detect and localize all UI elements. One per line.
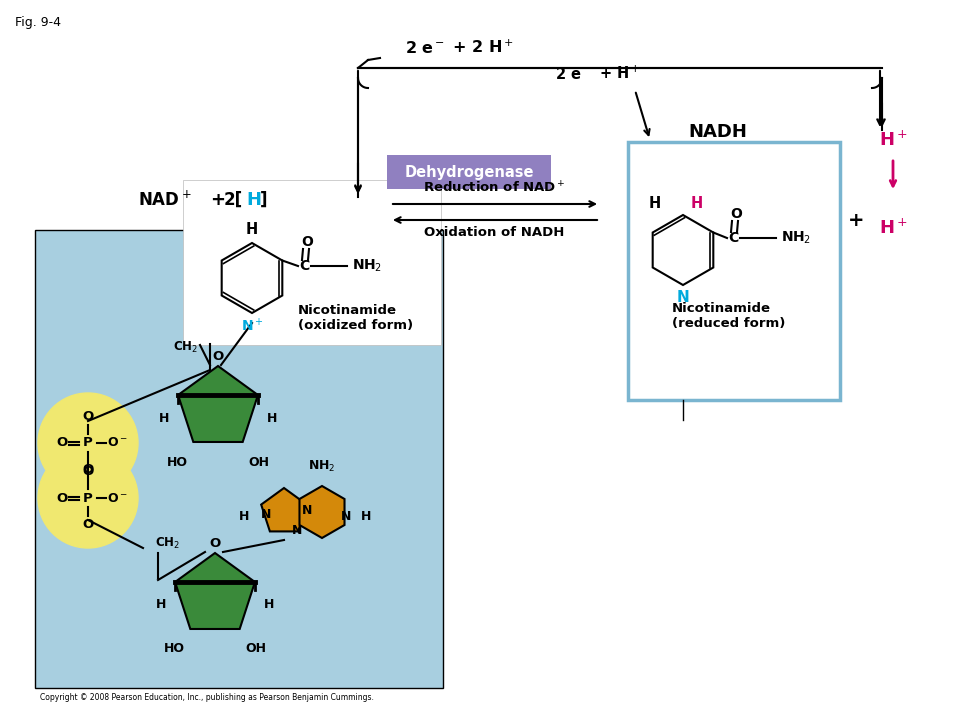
Text: Oxidation of NADH: Oxidation of NADH xyxy=(423,226,564,239)
Text: H: H xyxy=(361,510,372,523)
Text: O: O xyxy=(83,463,94,476)
Text: + 2 H$^+$: + 2 H$^+$ xyxy=(447,39,515,56)
Text: H: H xyxy=(649,196,661,211)
Text: O: O xyxy=(57,436,68,449)
FancyBboxPatch shape xyxy=(387,155,551,189)
Text: O: O xyxy=(301,235,313,249)
Text: HO: HO xyxy=(167,456,188,469)
Text: NH$_2$: NH$_2$ xyxy=(352,258,382,274)
Text: C: C xyxy=(728,231,738,245)
Text: O: O xyxy=(83,410,94,423)
Text: H: H xyxy=(158,412,169,425)
Text: N: N xyxy=(292,523,302,536)
Text: +: + xyxy=(210,191,226,209)
Text: 2 e$^-$: 2 e$^-$ xyxy=(405,40,445,56)
Text: Nicotinamide: Nicotinamide xyxy=(672,302,771,315)
Text: H: H xyxy=(246,191,261,209)
Text: N: N xyxy=(677,290,689,305)
Text: H: H xyxy=(264,598,275,611)
Text: H: H xyxy=(267,412,277,425)
Circle shape xyxy=(38,448,138,548)
Polygon shape xyxy=(300,486,345,538)
Text: CH$_2$: CH$_2$ xyxy=(173,340,198,355)
Text: HO: HO xyxy=(164,642,185,655)
Bar xyxy=(35,230,443,688)
Text: O: O xyxy=(209,537,221,550)
Text: + H$^+$: + H$^+$ xyxy=(594,65,640,82)
Text: Fig. 9-4: Fig. 9-4 xyxy=(15,16,61,29)
Bar xyxy=(628,142,840,400)
Text: NAD$^+$: NAD$^+$ xyxy=(138,190,192,210)
Text: O: O xyxy=(83,465,94,478)
Text: 2[: 2[ xyxy=(224,191,243,209)
Text: P: P xyxy=(84,436,93,449)
Text: NH$_2$: NH$_2$ xyxy=(781,230,811,246)
Text: OH: OH xyxy=(245,642,266,655)
Text: O: O xyxy=(730,207,742,221)
Text: (oxidized form): (oxidized form) xyxy=(298,320,413,333)
Text: H$^+$: H$^+$ xyxy=(878,130,907,150)
Text: OH: OH xyxy=(248,456,269,469)
Text: H: H xyxy=(239,510,250,523)
Text: H$^+$: H$^+$ xyxy=(878,218,907,238)
Text: Nicotinamide: Nicotinamide xyxy=(298,304,397,317)
Text: +: + xyxy=(848,210,864,230)
Text: NH$_2$: NH$_2$ xyxy=(308,459,336,474)
Polygon shape xyxy=(178,366,258,442)
Bar xyxy=(183,180,441,345)
Circle shape xyxy=(38,393,138,493)
Text: N$^+$: N$^+$ xyxy=(241,317,263,334)
Text: P: P xyxy=(84,492,93,505)
Text: O: O xyxy=(212,350,224,363)
Text: ]: ] xyxy=(260,191,268,209)
Text: Dehydrogenase: Dehydrogenase xyxy=(404,164,534,179)
Text: H: H xyxy=(156,598,166,611)
Text: N: N xyxy=(261,508,271,521)
Text: H: H xyxy=(246,222,258,237)
Text: C: C xyxy=(299,259,309,273)
Text: Copyright © 2008 Pearson Education, Inc., publishing as Pearson Benjamin Cumming: Copyright © 2008 Pearson Education, Inc.… xyxy=(40,693,373,703)
Text: Reduction of NAD$^+$: Reduction of NAD$^+$ xyxy=(422,181,565,196)
Text: (reduced form): (reduced form) xyxy=(672,317,785,330)
Text: O$^-$: O$^-$ xyxy=(107,492,128,505)
Text: O: O xyxy=(57,492,68,505)
Text: 2 e$^-$: 2 e$^-$ xyxy=(555,66,592,82)
Text: H: H xyxy=(691,196,704,211)
Text: CH$_2$: CH$_2$ xyxy=(155,536,180,551)
Text: N: N xyxy=(341,510,351,523)
Polygon shape xyxy=(261,488,307,531)
Text: NADH: NADH xyxy=(688,123,748,141)
Polygon shape xyxy=(175,553,255,629)
Text: O: O xyxy=(83,518,94,531)
Text: N: N xyxy=(301,503,312,516)
Text: O$^-$: O$^-$ xyxy=(107,436,128,449)
